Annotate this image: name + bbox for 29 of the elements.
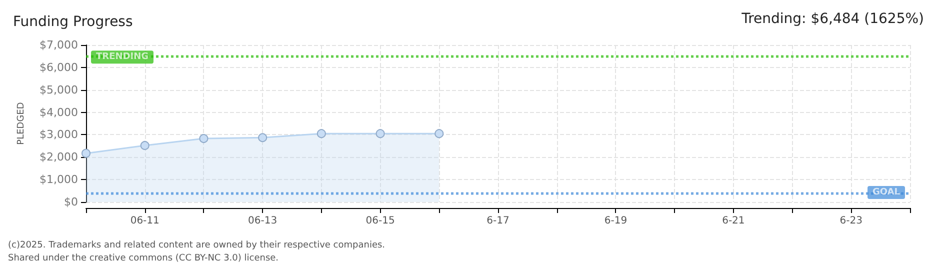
y-tick-label: $5,000 (40, 83, 78, 96)
text: (c)2025. Trademarks and related content are owned by their respective companies. (8, 240, 386, 250)
y-tick-label: $0 (64, 196, 78, 208)
x-tick-label: 06-11 (130, 216, 160, 226)
x-tick-label: 6-23 (840, 216, 862, 226)
x-tick-label: 06-13 (248, 216, 278, 226)
x-tick-label: 6-21 (722, 216, 745, 226)
ref-line-label: TRENDING (96, 52, 148, 62)
x-tick-label: 06-15 (366, 216, 395, 226)
text: Shared under the creative commons (CC BY-NC 3.0) license. (8, 254, 279, 264)
chart-title: Funding Progress (13, 14, 133, 30)
y-tick-label: $7,000 (40, 38, 78, 52)
x-tick-label: 6-17 (486, 216, 510, 226)
point (434, 129, 444, 138)
ref-line-label: GOAL (872, 188, 900, 198)
point (140, 140, 150, 150)
y-axis-title: PLEDGED (16, 102, 26, 145)
point (82, 148, 90, 158)
y-tick-label: $4,000 (40, 106, 78, 119)
y-tick-label: $6,000 (40, 60, 78, 74)
point (199, 134, 208, 144)
text: Trending: $6,484 (1625%) (740, 11, 924, 27)
point (258, 133, 268, 142)
y-tick-label: $3,000 (40, 128, 78, 142)
point (316, 129, 326, 138)
y-tick-label: $2,000 (40, 150, 78, 164)
y-tick-label: $1,000 (40, 173, 78, 186)
point (376, 129, 385, 138)
x-tick-label: 6-19 (604, 216, 628, 226)
